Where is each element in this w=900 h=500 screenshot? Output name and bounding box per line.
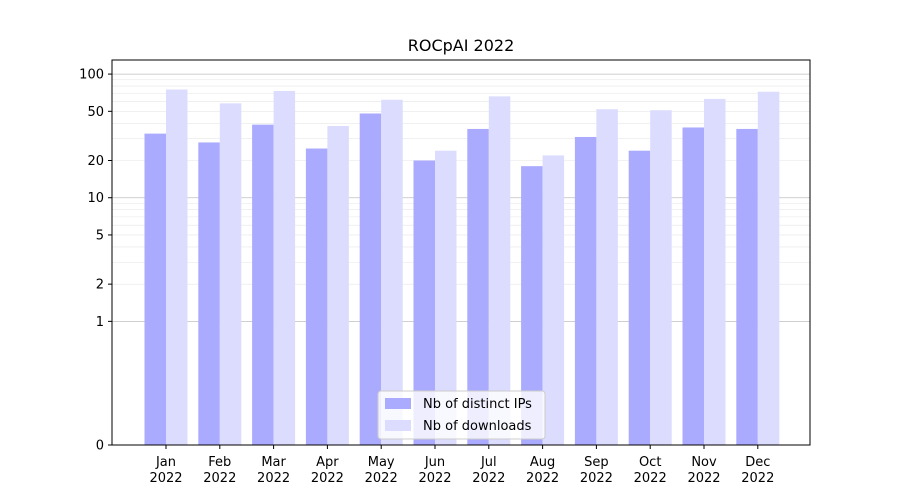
y-tick-label: 100: [79, 68, 104, 83]
legend: Nb of distinct IPs Nb of downloads: [377, 390, 546, 440]
legend-label-downloads: Nb of downloads: [423, 419, 532, 434]
y-axis: 0 1 2 5 10 20 50 100: [79, 68, 112, 454]
y-tick-label: 0: [96, 439, 104, 454]
bar-downloads: [650, 110, 672, 445]
y-tick-label: 5: [96, 228, 104, 243]
bar-downloads: [219, 103, 242, 445]
legend-label-ips: Nb of distinct IPs: [423, 397, 532, 412]
legend-swatch-ips: [385, 398, 411, 409]
y-tick-label: 10: [87, 191, 104, 206]
bar-downloads: [327, 126, 349, 445]
bar-distinct-ips: [467, 128, 489, 445]
x-tick-label: Apr 2022: [311, 455, 344, 486]
bar-distinct-ips: [144, 133, 166, 445]
x-tick-label: May 2022: [365, 455, 398, 486]
bar-downloads: [542, 155, 565, 445]
bar-downloads: [435, 150, 457, 445]
bar-downloads: [757, 91, 780, 445]
bar-downloads: [704, 98, 726, 445]
bar-distinct-ips: [198, 142, 220, 445]
bar-distinct-ips: [628, 150, 651, 445]
bar-distinct-ips: [736, 128, 758, 445]
bar-distinct-ips: [521, 166, 543, 445]
y-tick-label: 50: [87, 105, 104, 120]
x-axis: Jan 2022 Feb 2022 Mar 2022 Apr 2022 May 2022 Jun 20…: [149, 445, 774, 486]
bar-downloads: [596, 109, 618, 445]
x-tick-label: Jul 2022: [472, 455, 505, 486]
bar-downloads: [273, 90, 296, 445]
legend-swatch-downloads: [385, 420, 411, 431]
bar-distinct-ips: [252, 124, 274, 445]
x-tick-label: Mar 2022: [257, 455, 290, 486]
x-tick-label: Oct 2022: [634, 455, 667, 486]
bar-distinct-ips: [305, 148, 328, 445]
x-tick-label: Jun 2022: [418, 455, 451, 486]
chart-title: ROCpAI 2022: [408, 36, 515, 55]
x-tick-label: Feb 2022: [203, 455, 236, 486]
x-tick-label: Jan 2022: [149, 455, 182, 486]
bar-distinct-ips: [413, 160, 435, 445]
bar-downloads: [381, 99, 403, 445]
x-tick-label: Dec 2022: [741, 455, 774, 486]
bar-downloads: [488, 96, 511, 445]
y-tick-label: 1: [96, 315, 104, 330]
y-tick-label: 20: [87, 154, 104, 169]
x-tick-label: Aug 2022: [526, 455, 559, 486]
x-tick-label: Nov 2022: [687, 455, 720, 486]
bar-distinct-ips: [682, 127, 704, 446]
bar-distinct-ips: [574, 136, 597, 445]
bar-distinct-ips: [359, 113, 382, 446]
y-tick-label: 2: [96, 278, 104, 293]
legend-box: [377, 390, 546, 440]
x-tick-label: Sep 2022: [580, 455, 613, 486]
bars: [144, 89, 780, 446]
plot-frame: [111, 59, 811, 446]
bar-downloads: [166, 89, 188, 445]
